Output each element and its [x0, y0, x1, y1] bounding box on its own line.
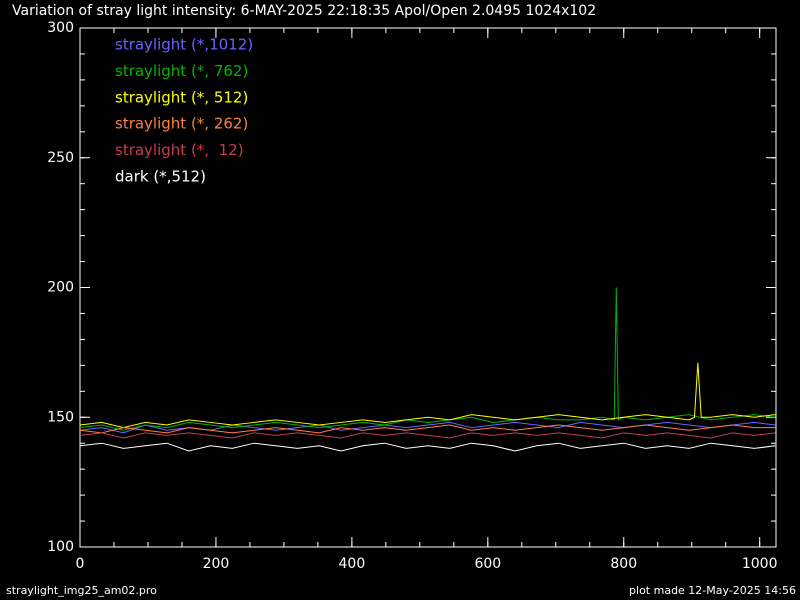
y-tick-label: 100 [47, 539, 74, 555]
series-line [79, 432, 776, 439]
y-tick-label: 200 [47, 280, 74, 296]
legend-entry: straylight (*, 762) [115, 62, 248, 80]
series-line [79, 287, 776, 431]
footer-right: plot made 12-May-2025 14:56 [629, 584, 796, 597]
legend-entry: straylight (*, 262) [115, 115, 248, 133]
y-tick-label: 300 [47, 20, 74, 36]
y-tick-label: 250 [47, 150, 74, 166]
legend-entry: dark (*,512) [115, 168, 206, 186]
x-tick-label: 600 [474, 556, 501, 572]
y-tick-label: 150 [47, 409, 74, 425]
legend-entry: straylight (*, 512) [115, 88, 248, 106]
x-tick-label: 400 [339, 556, 366, 572]
series-line [79, 424, 776, 434]
legend-entry: straylight (*,1012) [115, 36, 253, 54]
x-tick-label: 1000 [742, 556, 778, 572]
series-line [79, 362, 776, 429]
x-tick-label: 200 [203, 556, 230, 572]
x-tick-label: 0 [76, 556, 85, 572]
footer-left: straylight_img25_am02.pro [6, 584, 157, 597]
chart-title: Variation of stray light intensity: 6-MA… [12, 3, 596, 19]
legend-entry: straylight (*, 12) [115, 141, 244, 159]
x-tick-label: 800 [610, 556, 637, 572]
series-line [79, 442, 776, 452]
